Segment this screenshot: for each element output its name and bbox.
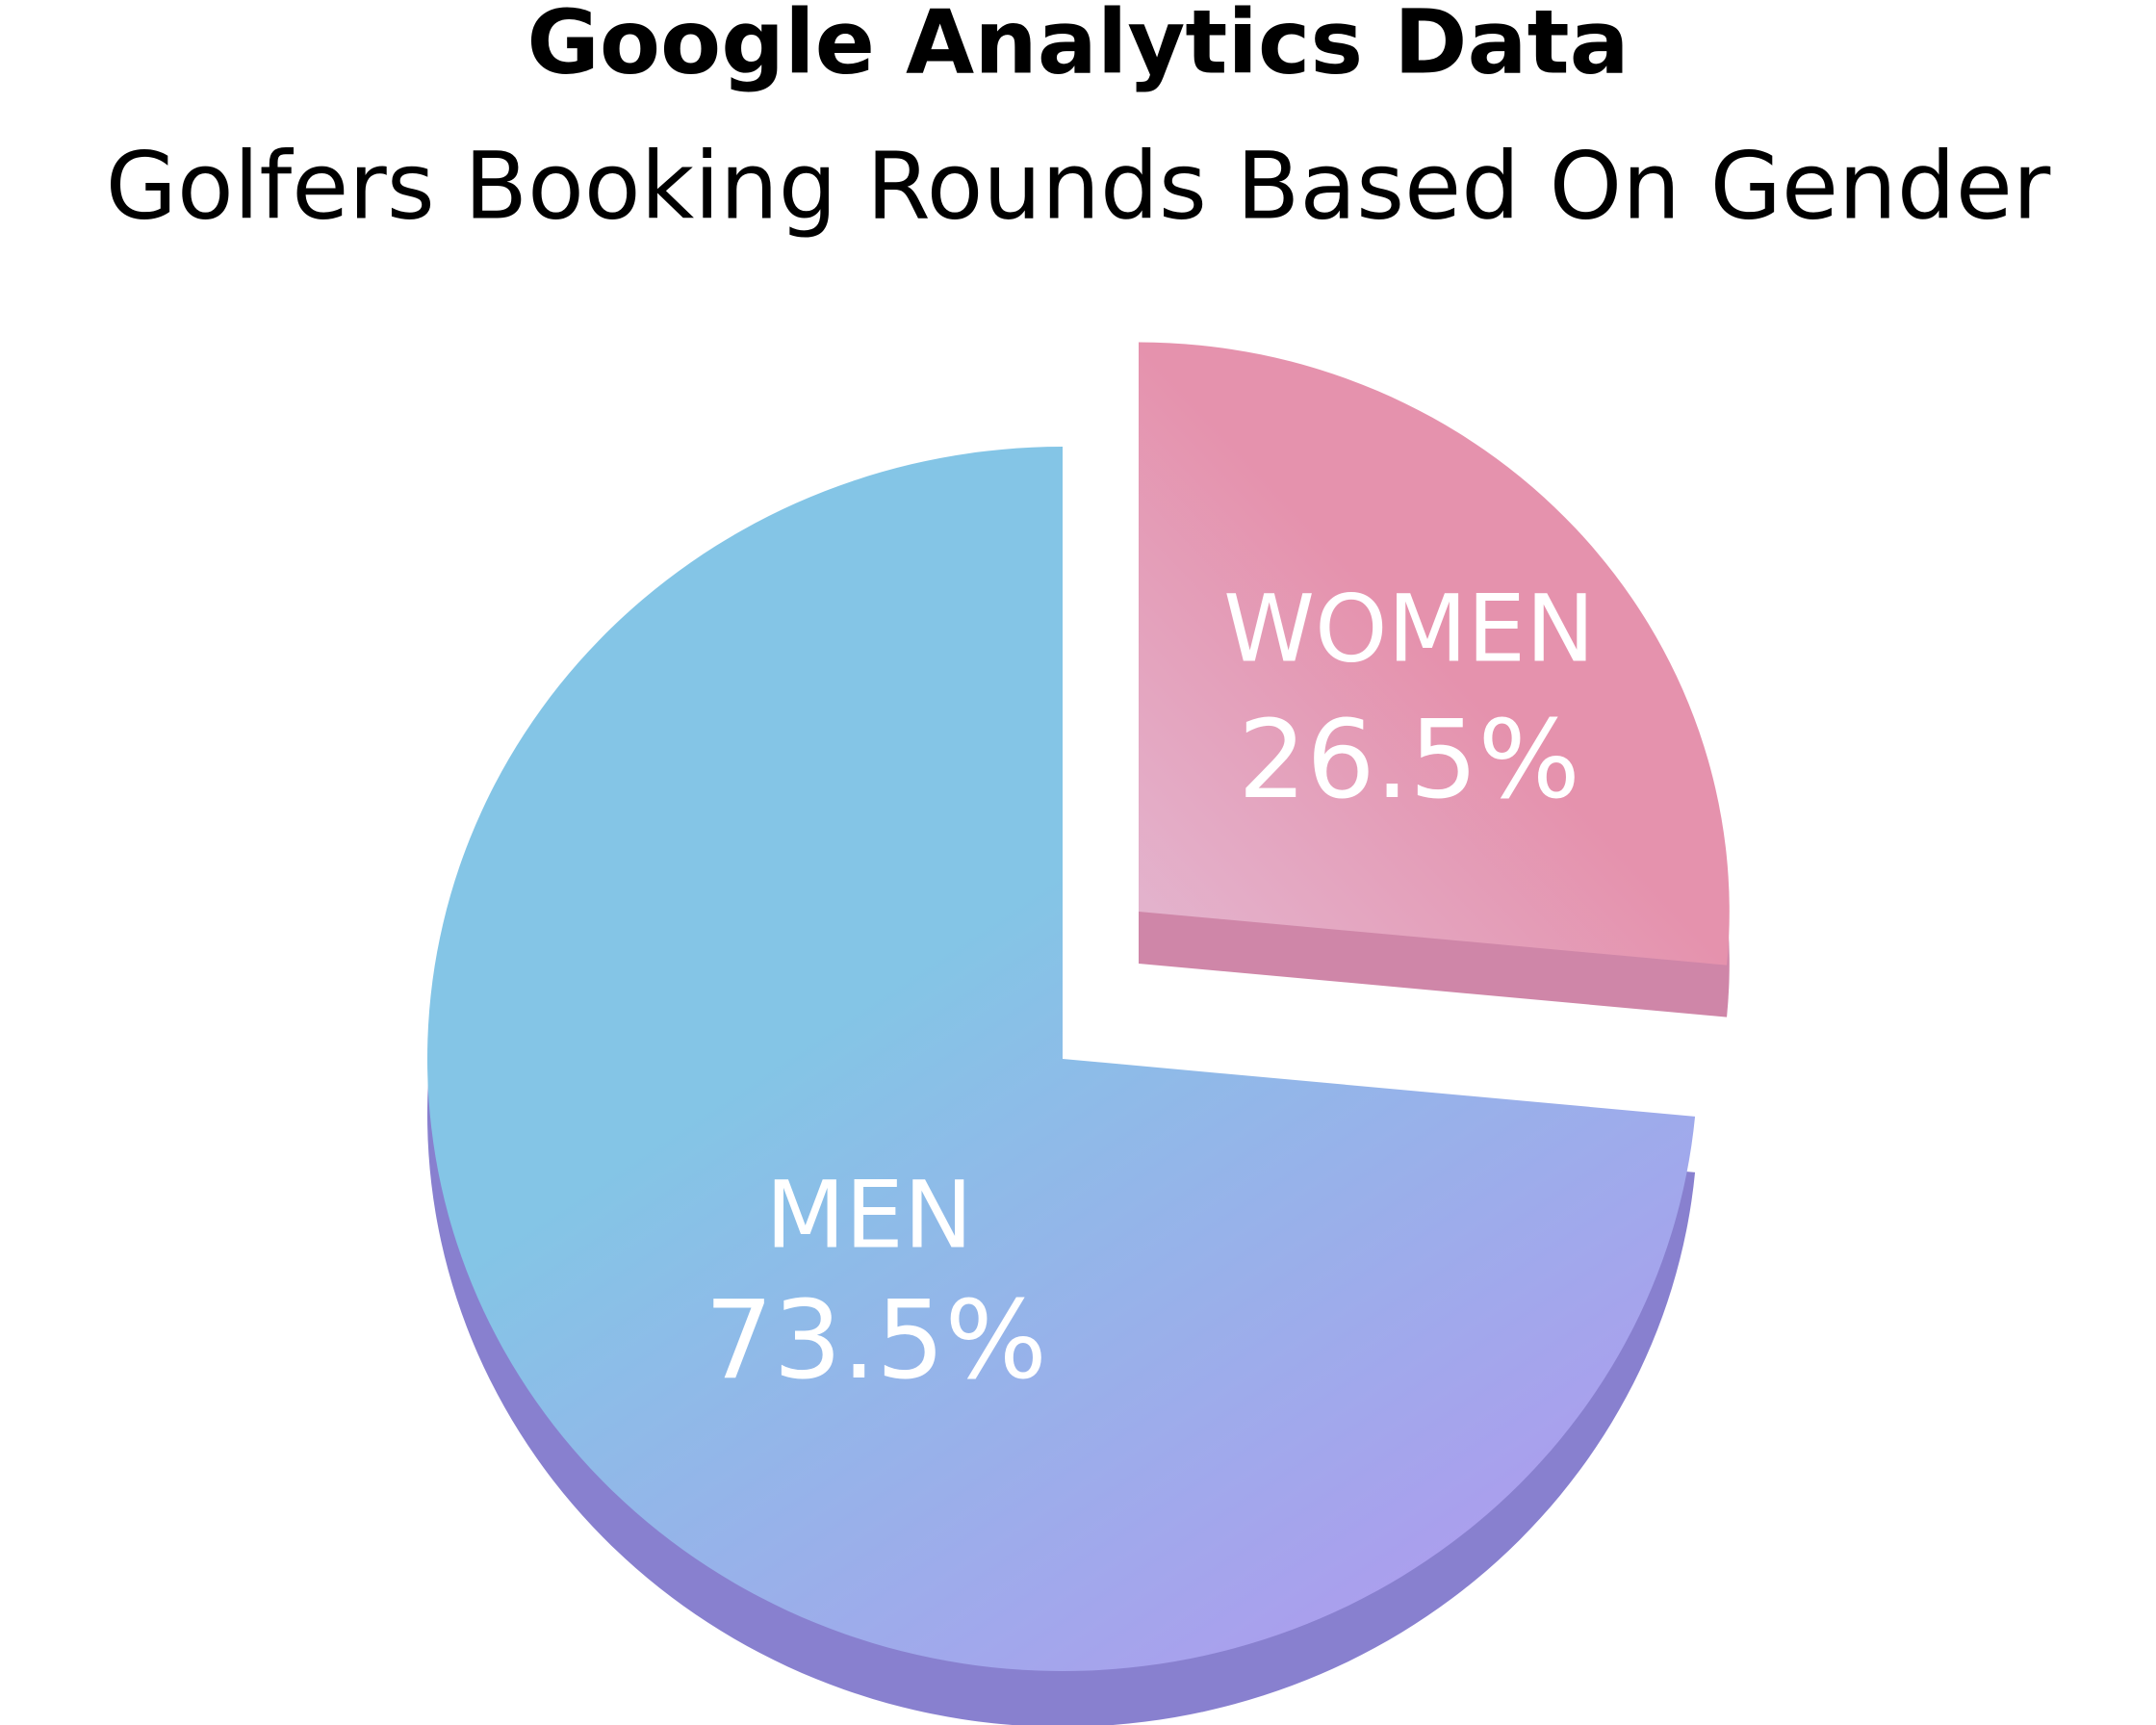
slice-label: WOMEN <box>1223 575 1595 682</box>
chart-subtitle: Golfers Booking Rounds Based On Gender <box>106 132 2051 240</box>
slice <box>1139 342 1730 965</box>
value-label: 73.5% <box>705 1278 1047 1403</box>
value-label: 26.5% <box>1238 698 1580 823</box>
slice-label: MEN <box>765 1161 972 1269</box>
chart-title: Google Analytics Data <box>526 0 1629 93</box>
slice <box>426 447 1696 1671</box>
